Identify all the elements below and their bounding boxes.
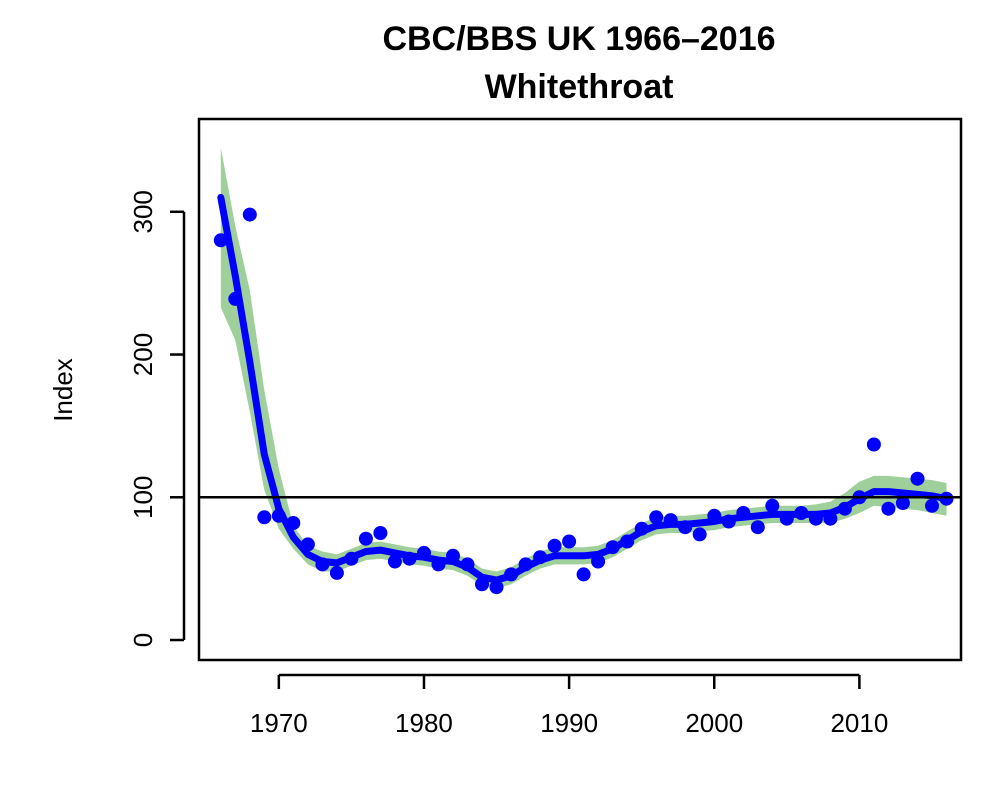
data-point (750, 520, 765, 535)
data-point (692, 527, 707, 542)
y-tick-label: 0 (128, 633, 158, 647)
data-point (431, 557, 446, 572)
data-point (533, 550, 548, 565)
data-point (242, 207, 257, 222)
plot-frame (197, 117, 963, 662)
data-point (794, 506, 809, 520)
data-point (518, 557, 533, 572)
data-point (620, 534, 635, 549)
data-point (823, 511, 838, 526)
data-point (939, 491, 954, 506)
data-point (562, 534, 577, 549)
data-point (373, 526, 388, 540)
data-point (446, 548, 460, 563)
data-point (779, 511, 794, 526)
data-point (213, 233, 228, 248)
data-point (605, 540, 620, 555)
x-tick-label: 1970 (250, 708, 308, 738)
x-axis: 1970 1980 1990 2000 2010 (250, 673, 888, 738)
trend-line-layer (217, 194, 950, 584)
y-tick-label: 100 (128, 476, 158, 519)
data-point (591, 554, 606, 569)
data-point (721, 514, 736, 529)
data-point (634, 521, 649, 536)
data-point (417, 545, 431, 560)
confidence-band-layer (220, 147, 947, 589)
y-tick-label: 300 (128, 190, 158, 233)
x-tick-label: 2010 (830, 708, 888, 738)
data-point (475, 577, 489, 592)
data-point (489, 580, 504, 595)
chart-subtitle: Whitethroat (485, 68, 674, 106)
data-point (228, 291, 243, 306)
x-tick-label: 1990 (540, 708, 598, 738)
data-point (910, 471, 925, 486)
data-point (547, 538, 562, 553)
data-point (504, 567, 519, 582)
x-tick-label: 1980 (395, 708, 453, 738)
data-point (402, 551, 417, 566)
data-point (895, 496, 910, 510)
trend-line (217, 194, 950, 584)
data-point (649, 510, 664, 525)
chart-title: CBC/BBS UK 1966–2016 (382, 20, 775, 58)
data-point (576, 567, 591, 582)
data-point (300, 537, 315, 552)
data-point (387, 554, 402, 569)
data-point (925, 498, 939, 513)
data-point (257, 510, 272, 525)
data-points-layer (213, 207, 954, 595)
data-point (460, 557, 475, 572)
data-point (344, 551, 359, 566)
data-point (678, 520, 693, 535)
data-point (707, 508, 722, 523)
y-tick-label: 200 (128, 333, 158, 376)
y-axis: 0 100 200 300 (128, 190, 186, 647)
data-point (286, 516, 301, 530)
data-point (808, 511, 823, 526)
data-point (881, 501, 896, 516)
data-point (837, 501, 852, 516)
data-point (736, 506, 751, 520)
data-point (271, 508, 286, 523)
data-point (765, 498, 780, 513)
data-point (866, 437, 881, 452)
data-point (315, 557, 330, 572)
data-point (663, 513, 678, 528)
data-point (358, 531, 373, 546)
data-point (329, 565, 344, 580)
y-axis-label: Index (48, 358, 78, 422)
confidence-band (220, 147, 947, 589)
x-tick-label: 2000 (685, 708, 743, 738)
